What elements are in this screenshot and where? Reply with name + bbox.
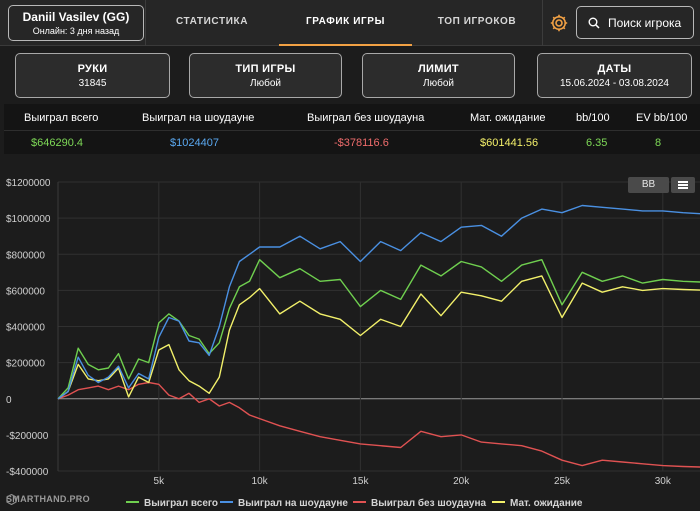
limit-filter-button[interactable]: ЛИМИТ Любой	[362, 53, 515, 98]
legend-swatch	[492, 501, 505, 504]
nav-divider	[145, 0, 146, 46]
legend-label: Выиграл всего	[144, 498, 219, 509]
legend-swatch	[353, 501, 366, 504]
legend-item-ev[interactable]: Мат. ожидание	[492, 498, 582, 509]
series-line-2	[57, 381, 700, 468]
tab-top-players[interactable]: ТОП ИГРОКОВ	[437, 16, 517, 27]
stats-header: Выиграл без шоудауна	[307, 112, 425, 124]
legend-swatch	[220, 501, 233, 504]
filter-label: ЛИМИТ	[418, 63, 459, 75]
y-tick-label: 0	[6, 395, 12, 406]
nav-divider	[542, 0, 543, 46]
x-tick-label: 15k	[352, 476, 369, 487]
hamburger-menu-icon[interactable]	[671, 177, 695, 193]
player-online-status: Онлайн: 3 дня назад	[32, 26, 120, 36]
filter-label: ТИП ИГРЫ	[235, 63, 296, 75]
x-tick-label: 30k	[655, 476, 672, 487]
stats-value-showdown: $1024407	[170, 137, 219, 149]
player-card[interactable]: Daniil Vasilev (GG) Онлайн: 3 дня назад	[8, 5, 144, 41]
filter-value: Любой	[423, 78, 454, 89]
stats-value-total: $646290.4	[31, 137, 83, 149]
legend-label: Мат. ожидание	[510, 498, 583, 509]
hands-filter-button[interactable]: РУКИ 31845	[15, 53, 170, 98]
player-name: Daniil Vasilev (GG)	[22, 10, 130, 24]
dates-filter-button[interactable]: ДАТЫ 15.06.2024 - 03.08.2024	[537, 53, 692, 98]
y-tick-label: $600000	[6, 286, 45, 297]
gear-icon[interactable]	[549, 13, 569, 33]
tab-statistics[interactable]: СТАТИСТИКА	[175, 16, 249, 27]
series-line-0	[57, 258, 700, 400]
tab-game-chart[interactable]: ГРАФИК ИГРЫ	[279, 0, 412, 46]
legend-item-showdown[interactable]: Выиграл на шоудауне	[220, 498, 348, 509]
stats-value-bb100: 6.35	[586, 137, 608, 149]
y-tick-label: $200000	[6, 359, 45, 370]
legend-item-total[interactable]: Выиграл всего	[126, 498, 218, 509]
x-tick-label: 20k	[453, 476, 470, 487]
legend-swatch	[126, 501, 139, 504]
y-tick-label: $1000000	[6, 214, 51, 225]
legend-item-non-showdown[interactable]: Выиграл без шоудауна	[353, 498, 486, 509]
stats-divider	[4, 130, 700, 131]
x-tick-label: 25k	[554, 476, 571, 487]
stats-table: Выиграл всего Выиграл на шоудауне Выигра…	[4, 104, 700, 154]
filter-value: Любой	[250, 78, 281, 89]
filter-label: РУКИ	[77, 63, 108, 75]
brand-logo-icon	[6, 494, 17, 505]
filter-label: ДАТЫ	[597, 63, 632, 75]
search-input[interactable]: Поиск игрока	[576, 6, 694, 39]
brand-name: SMARTHAND.PRO	[6, 494, 90, 504]
series-line-1	[57, 204, 700, 400]
filter-value: 31845	[78, 78, 107, 89]
legend-label: Выиграл на шоудауне	[238, 498, 348, 509]
series-line-3	[57, 275, 700, 400]
filter-value: 15.06.2024 - 03.08.2024	[560, 78, 669, 89]
game-type-filter-button[interactable]: ТИП ИГРЫ Любой	[189, 53, 342, 98]
brand-watermark: SMARTHAND.PRO	[6, 494, 90, 505]
stats-header: Выиграл на шоудауне	[142, 112, 255, 124]
stats-value-ev-bb100: 8	[655, 137, 662, 149]
search-placeholder: Поиск игрока	[608, 16, 682, 30]
stats-header: bb/100	[576, 112, 610, 124]
stats-header: Выиграл всего	[24, 112, 99, 124]
y-tick-label: -$400000	[6, 467, 49, 478]
stats-value-ev: $601441.56	[480, 137, 539, 149]
stats-value-non-showdown: -$378116.6	[334, 137, 389, 149]
y-tick-label: -$200000	[6, 431, 49, 442]
y-tick-label: $1200000	[6, 178, 51, 189]
chart-svg: -$400000 -$200000 0 $200000 $400000 $600000 $8…	[6, 178, 700, 487]
legend-label: Выиграл без шоудауна	[371, 498, 487, 509]
winnings-chart: -$400000 -$200000 0 $200000 $400000 $600000 $8…	[0, 168, 700, 511]
stats-header: Мат. ожидание	[470, 112, 546, 124]
x-tick-label: 5k	[154, 476, 166, 487]
top-navigation-bar: Daniil Vasilev (GG) Онлайн: 3 дня назад …	[0, 0, 700, 46]
search-icon	[588, 17, 600, 29]
bb-toggle-button[interactable]: BB	[628, 177, 669, 193]
y-tick-label: $400000	[6, 323, 45, 334]
x-tick-label: 10k	[252, 476, 269, 487]
stats-header: EV bb/100	[636, 112, 688, 124]
chart-legend: Выиграл всего Выиграл на шоудауне Выигра…	[0, 498, 700, 511]
y-tick-label: $800000	[6, 250, 45, 261]
